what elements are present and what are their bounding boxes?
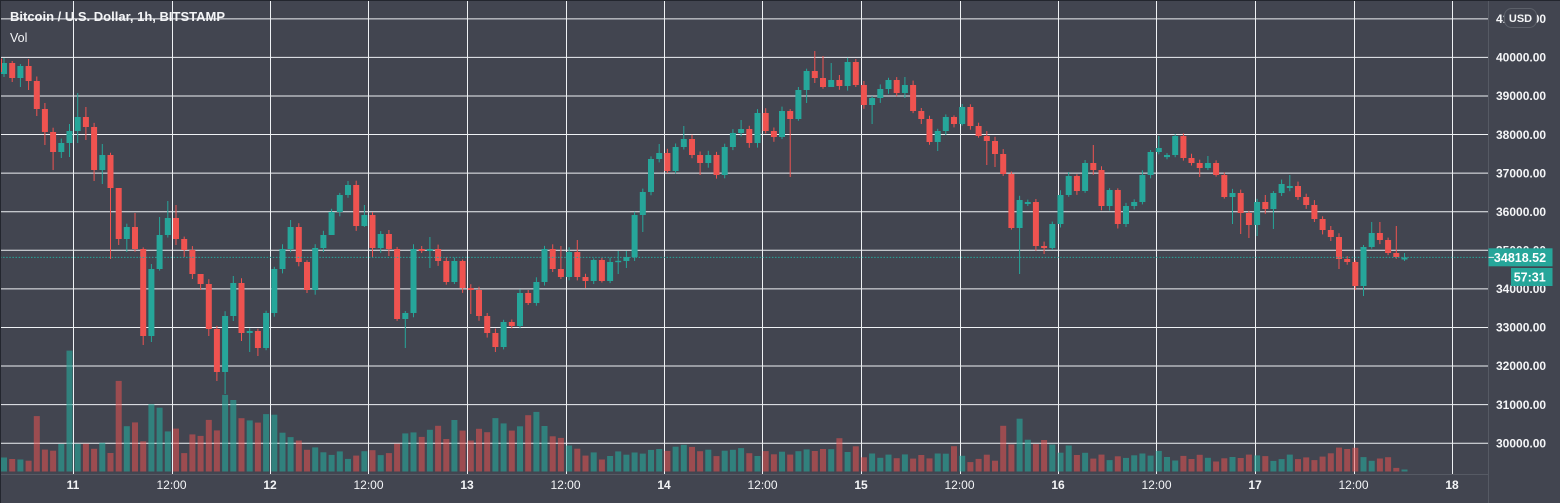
svg-text:57:31: 57:31 — [1514, 270, 1546, 284]
svg-text:12:00: 12:00 — [1338, 478, 1368, 492]
svg-text:12:00: 12:00 — [353, 478, 383, 492]
svg-text:39000.00: 39000.00 — [1496, 89, 1546, 103]
svg-text:12: 12 — [263, 478, 277, 492]
svg-text:13: 13 — [460, 478, 474, 492]
svg-text:12:00: 12:00 — [1141, 478, 1171, 492]
svg-text:11: 11 — [67, 478, 80, 492]
svg-text:12:00: 12:00 — [944, 478, 974, 492]
svg-text:15: 15 — [854, 478, 868, 492]
svg-text:30000.00: 30000.00 — [1496, 436, 1546, 450]
svg-text:40000.00: 40000.00 — [1496, 51, 1546, 65]
svg-text:USD: USD — [1509, 13, 1532, 25]
svg-text:16: 16 — [1051, 478, 1065, 492]
svg-text:34818.52: 34818.52 — [1494, 251, 1546, 265]
svg-text:32000.00: 32000.00 — [1496, 359, 1546, 373]
svg-text:31000.00: 31000.00 — [1496, 398, 1546, 412]
svg-text:12:00: 12:00 — [156, 478, 186, 492]
svg-text:14: 14 — [657, 478, 671, 492]
svg-text:36000.00: 36000.00 — [1496, 205, 1546, 219]
svg-text:12:00: 12:00 — [550, 478, 580, 492]
svg-text:33000.00: 33000.00 — [1496, 321, 1546, 335]
svg-text:18: 18 — [1445, 478, 1459, 492]
svg-text:37000.00: 37000.00 — [1496, 166, 1546, 180]
svg-text:12:00: 12:00 — [747, 478, 777, 492]
svg-text:17: 17 — [1248, 478, 1262, 492]
svg-text:Vol: Vol — [10, 31, 27, 45]
svg-text:38000.00: 38000.00 — [1496, 128, 1546, 142]
svg-text:Bitcoin / U.S. Dollar, 1h, BIT: Bitcoin / U.S. Dollar, 1h, BITSTAMP — [10, 9, 225, 24]
